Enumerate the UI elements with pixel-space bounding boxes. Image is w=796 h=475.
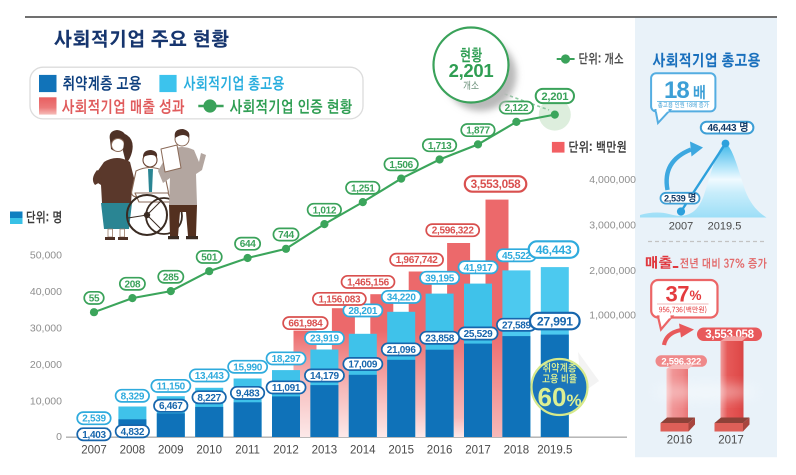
svg-text:14,179: 14,179 <box>310 371 340 382</box>
svg-text:3,000,000: 3,000,000 <box>589 220 636 232</box>
svg-text:37: 37 <box>666 282 690 307</box>
svg-text:15,990: 15,990 <box>233 362 263 373</box>
svg-text:11,091: 11,091 <box>272 383 301 394</box>
svg-text:1,877: 1,877 <box>466 126 490 137</box>
svg-text:4,000,000: 4,000,000 <box>589 174 636 186</box>
svg-text:40,000: 40,000 <box>30 286 62 298</box>
svg-text:6,467: 6,467 <box>159 401 183 412</box>
svg-text:2,596,322: 2,596,322 <box>432 226 475 237</box>
svg-text:1,465,156: 1,465,156 <box>347 277 390 288</box>
svg-text:644: 644 <box>240 239 257 250</box>
svg-text:27,991: 27,991 <box>537 314 573 328</box>
svg-text:501: 501 <box>201 252 218 263</box>
svg-text:18: 18 <box>664 77 689 104</box>
svg-text:21,096: 21,096 <box>387 345 417 356</box>
svg-text:50,000: 50,000 <box>30 249 62 261</box>
svg-text:744: 744 <box>278 230 295 241</box>
svg-text:661,984: 661,984 <box>288 319 323 330</box>
svg-text:2013: 2013 <box>312 445 338 457</box>
svg-text:2007: 2007 <box>669 220 693 232</box>
svg-text:285: 285 <box>163 272 180 283</box>
svg-text:208: 208 <box>125 279 142 290</box>
svg-text:1,506: 1,506 <box>389 160 413 171</box>
svg-text:11,150: 11,150 <box>157 381 186 392</box>
svg-text:%: % <box>690 288 702 303</box>
svg-text:1,156,083: 1,156,083 <box>319 294 362 305</box>
svg-text:2014: 2014 <box>350 445 376 457</box>
svg-text:2,539: 2,539 <box>664 193 686 203</box>
svg-text:46,443: 46,443 <box>536 243 572 257</box>
svg-text:2019.5: 2019.5 <box>708 220 742 232</box>
svg-text:2007: 2007 <box>81 445 107 457</box>
svg-text:1,403: 1,403 <box>82 430 106 441</box>
svg-text:9,483: 9,483 <box>236 388 260 399</box>
svg-text:20,000: 20,000 <box>30 359 62 371</box>
svg-text:2,122: 2,122 <box>505 103 529 114</box>
svg-text:13,443: 13,443 <box>195 371 225 382</box>
svg-text:1,251: 1,251 <box>351 183 375 194</box>
svg-text:2,201: 2,201 <box>541 91 568 103</box>
svg-text:2018: 2018 <box>504 445 530 457</box>
svg-text:2016: 2016 <box>427 445 453 457</box>
svg-text:2010: 2010 <box>196 445 222 457</box>
svg-text:23,919: 23,919 <box>310 334 340 345</box>
svg-text:10,000: 10,000 <box>30 396 62 408</box>
svg-text:8,329: 8,329 <box>121 391 145 402</box>
svg-text:55: 55 <box>89 294 100 305</box>
svg-text:1,012: 1,012 <box>313 205 337 216</box>
svg-text:45,522: 45,522 <box>502 251 532 262</box>
svg-text:30,000: 30,000 <box>30 323 62 335</box>
svg-text:60: 60 <box>538 382 567 412</box>
svg-text:8,227: 8,227 <box>197 393 221 404</box>
svg-text:2019.5: 2019.5 <box>537 445 572 457</box>
svg-text:3,553,058: 3,553,058 <box>471 177 522 191</box>
svg-text:27,589: 27,589 <box>502 320 532 331</box>
svg-text:2,539: 2,539 <box>82 414 106 425</box>
svg-text:41,917: 41,917 <box>464 263 494 274</box>
svg-text:1,967,742: 1,967,742 <box>396 255 439 266</box>
svg-text:2016: 2016 <box>667 434 693 446</box>
svg-text:46,443: 46,443 <box>708 123 738 134</box>
svg-text:%: % <box>566 391 581 410</box>
svg-text:2017: 2017 <box>718 434 744 446</box>
svg-text:28,201: 28,201 <box>348 306 378 317</box>
svg-text:2011: 2011 <box>235 445 260 457</box>
svg-text:2015: 2015 <box>388 445 414 457</box>
svg-text:0: 0 <box>56 431 62 443</box>
svg-text:25,529: 25,529 <box>464 329 494 340</box>
svg-text:2017: 2017 <box>465 445 491 457</box>
svg-text:17,009: 17,009 <box>348 360 378 371</box>
svg-text:1,713: 1,713 <box>428 141 452 152</box>
svg-text:1,000,000: 1,000,000 <box>589 309 636 321</box>
svg-text:2,000,000: 2,000,000 <box>589 265 636 277</box>
svg-text:2,596,322: 2,596,322 <box>661 356 701 367</box>
svg-text:2012: 2012 <box>273 445 299 457</box>
svg-text:4,832: 4,832 <box>121 427 145 438</box>
svg-text:39,195: 39,195 <box>425 273 455 284</box>
svg-text:2,201: 2,201 <box>449 60 494 81</box>
svg-text:34,220: 34,220 <box>387 292 417 303</box>
svg-text:23,858: 23,858 <box>425 333 455 344</box>
svg-text:2009: 2009 <box>158 445 184 457</box>
svg-text:2008: 2008 <box>120 445 146 457</box>
svg-text:18,297: 18,297 <box>272 354 302 365</box>
